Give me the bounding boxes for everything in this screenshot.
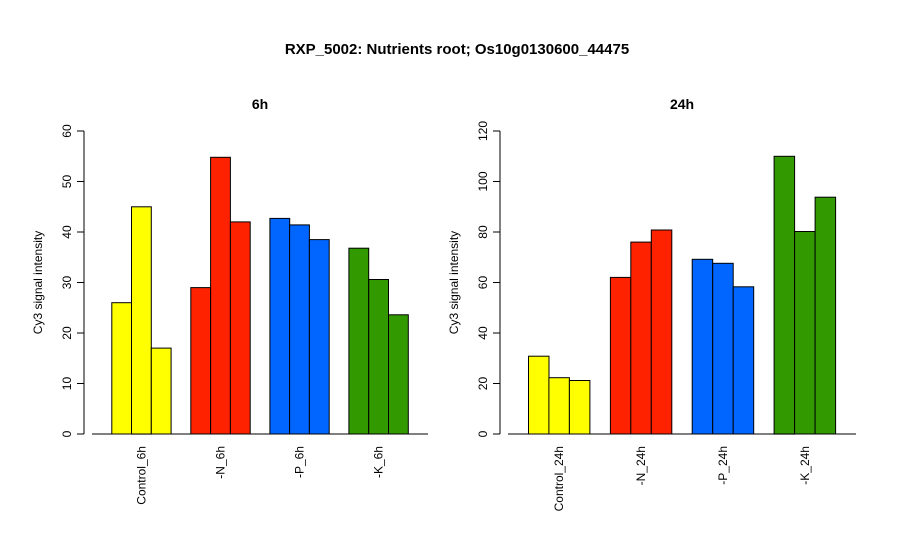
y-tick-label: 40 (60, 225, 74, 239)
bar (794, 231, 816, 435)
bar (568, 380, 591, 435)
x-tick-label: -N_6h (213, 446, 227, 479)
y-axis-label: Cy3 signal intensity (447, 231, 461, 334)
x-tick-label: -K_24h (798, 446, 812, 485)
bar (150, 347, 172, 435)
y-tick-label: 60 (60, 124, 74, 138)
bar (190, 287, 212, 435)
x-tick-label: Control_6h (134, 446, 148, 505)
bar (732, 286, 755, 435)
bar (289, 224, 310, 435)
y-tick-label: 40 (476, 326, 490, 340)
panel-title: 24h (670, 96, 694, 112)
y-tick-label: 60 (476, 276, 490, 290)
bar (388, 314, 409, 435)
y-tick-label: 30 (60, 276, 74, 290)
chart-panel-0: 6h Control_6h -N_6h -P_6h -K_6h 0 10 20 30 40 50 60… (31, 96, 428, 505)
bar (111, 302, 133, 435)
bar (269, 217, 291, 435)
bar (773, 155, 796, 435)
bar (229, 221, 251, 435)
y-tick-label: 80 (476, 225, 490, 239)
y-tick-label: 100 (476, 171, 490, 191)
panel-title: 6h (252, 96, 268, 112)
x-tick-label: Control_24h (552, 446, 566, 511)
bar (528, 355, 550, 435)
bar (348, 247, 370, 435)
x-tick-label: -K_6h (372, 446, 386, 478)
y-tick-label: 0 (60, 430, 74, 437)
bar (131, 206, 152, 435)
x-tick-label: -P_24h (716, 446, 730, 485)
y-tick-label: 0 (476, 430, 490, 437)
y-tick-label: 20 (60, 326, 74, 340)
chart-panels: 6h Control_6h -N_6h -P_6h -K_6h 0 10 20 30 40 50 60… (31, 96, 856, 511)
bar (308, 239, 330, 435)
x-tick-label: -P_6h (293, 446, 307, 478)
x-tick-label: -N_24h (634, 446, 648, 485)
figure-title: RXP_5002: Nutrients root; Os10g0130600_4… (285, 41, 629, 58)
bar (650, 229, 673, 435)
bar (691, 258, 714, 435)
bar (814, 196, 837, 435)
bar (609, 276, 632, 435)
bar (368, 279, 390, 435)
bar (630, 241, 652, 435)
bar (712, 262, 734, 435)
bar (210, 156, 231, 435)
y-tick-label: 20 (476, 377, 490, 391)
bar (548, 377, 570, 435)
y-axis-label: Cy3 signal intensity (31, 231, 45, 334)
chart-panel-1: 24h Control_24h -N_24h -P_24h -K_24h 0 20 40 60 8… (447, 96, 856, 511)
y-tick-label: 120 (476, 121, 490, 141)
y-tick-label: 50 (60, 175, 74, 189)
y-tick-label: 10 (60, 377, 74, 391)
